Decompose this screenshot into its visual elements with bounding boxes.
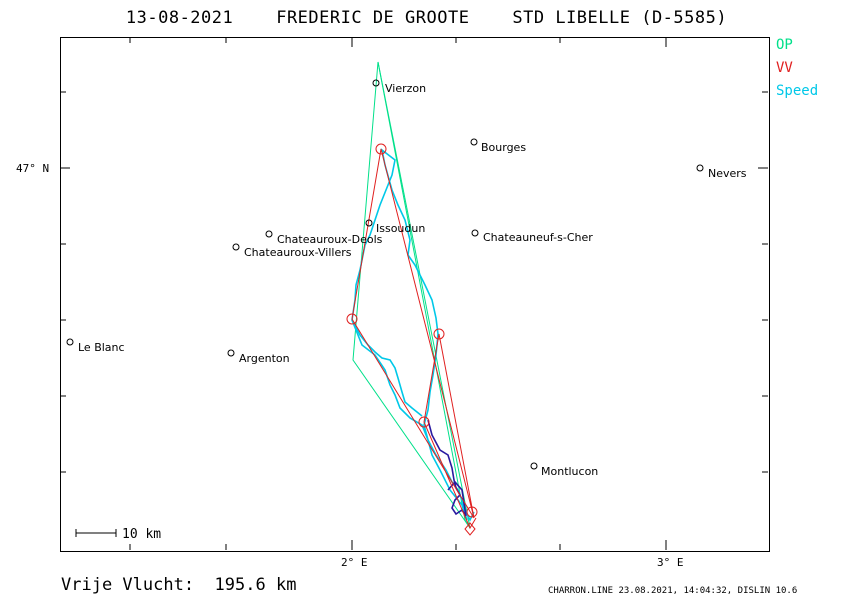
vv-route — [351, 148, 477, 530]
footer-info: CHARRON.LINE 23.08.2021, 14:04:32, DISLI… — [548, 586, 798, 596]
place-marker-le-blanc — [66, 338, 74, 346]
place-marker-chateauroux-villers — [232, 243, 240, 251]
turnpoint-circles — [346, 143, 478, 518]
lon-axis-label-3e: 3° E — [657, 556, 684, 569]
place-label-chateauneuf: Chateauneuf-s-Cher — [483, 231, 593, 244]
legend-vv: VV — [776, 60, 793, 76]
top-ticks — [129, 37, 667, 47]
place-marker-chateauroux-deols — [265, 230, 273, 238]
place-label-montlucon: Montlucon — [541, 465, 598, 478]
op-route-leg — [377, 61, 471, 529]
lat-axis-label: 47° N — [16, 162, 50, 175]
place-label-chateauroux-villers: Chateauroux-Villers — [244, 246, 352, 259]
scale-label: 10 km — [122, 527, 161, 542]
speed-track — [351, 148, 475, 522]
place-marker-chateauneuf — [471, 229, 479, 237]
place-label-issoudun: Issoudun — [376, 222, 425, 235]
right-ticks — [758, 91, 768, 473]
left-ticks — [60, 91, 70, 473]
scale-bar: 10 km — [75, 527, 161, 542]
op-route — [352, 61, 471, 529]
place-marker-vierzon — [372, 79, 380, 87]
finish-marker — [464, 522, 476, 536]
place-marker-nevers — [696, 164, 704, 172]
place-marker-issoudun — [365, 219, 373, 227]
place-label-nevers: Nevers — [708, 167, 747, 180]
place-label-argenton: Argenton — [239, 352, 290, 365]
page-title: 13-08-2021 FREDERIC DE GROOTE STD LIBELL… — [0, 8, 853, 28]
bottom-ticks — [129, 540, 667, 550]
place-marker-bourges — [470, 138, 478, 146]
glider-name: STD LIBELLE (D-5585) — [512, 8, 728, 28]
slow-track — [427, 419, 467, 517]
distance-value: 195.6 km — [214, 575, 297, 595]
place-label-le-blanc: Le Blanc — [78, 341, 125, 354]
lon-axis-label-2e: 2° E — [341, 556, 368, 569]
places: Vierzon Bourges Nevers Issoudun Chateaur… — [66, 79, 747, 478]
place-label-chateauroux-deols: Chateauroux-Deols — [277, 233, 383, 246]
distance-readout: Vrije Vlucht: 195.6 km — [61, 575, 296, 595]
flight-date: 13-08-2021 — [125, 8, 234, 28]
legend-speed: Speed — [776, 83, 819, 99]
pilot-name: FREDERIC DE GROOTE — [276, 8, 470, 28]
place-marker-montlucon — [530, 462, 538, 470]
legend: OP VV Speed — [776, 34, 818, 103]
distance-label: Vrije Vlucht: — [61, 575, 195, 595]
place-label-bourges: Bourges — [481, 141, 526, 154]
speed-track-west — [351, 319, 423, 417]
place-label-vierzon: Vierzon — [385, 82, 426, 95]
legend-op: OP — [776, 37, 793, 53]
place-marker-argenton — [227, 349, 235, 357]
map-frame — [60, 37, 770, 552]
